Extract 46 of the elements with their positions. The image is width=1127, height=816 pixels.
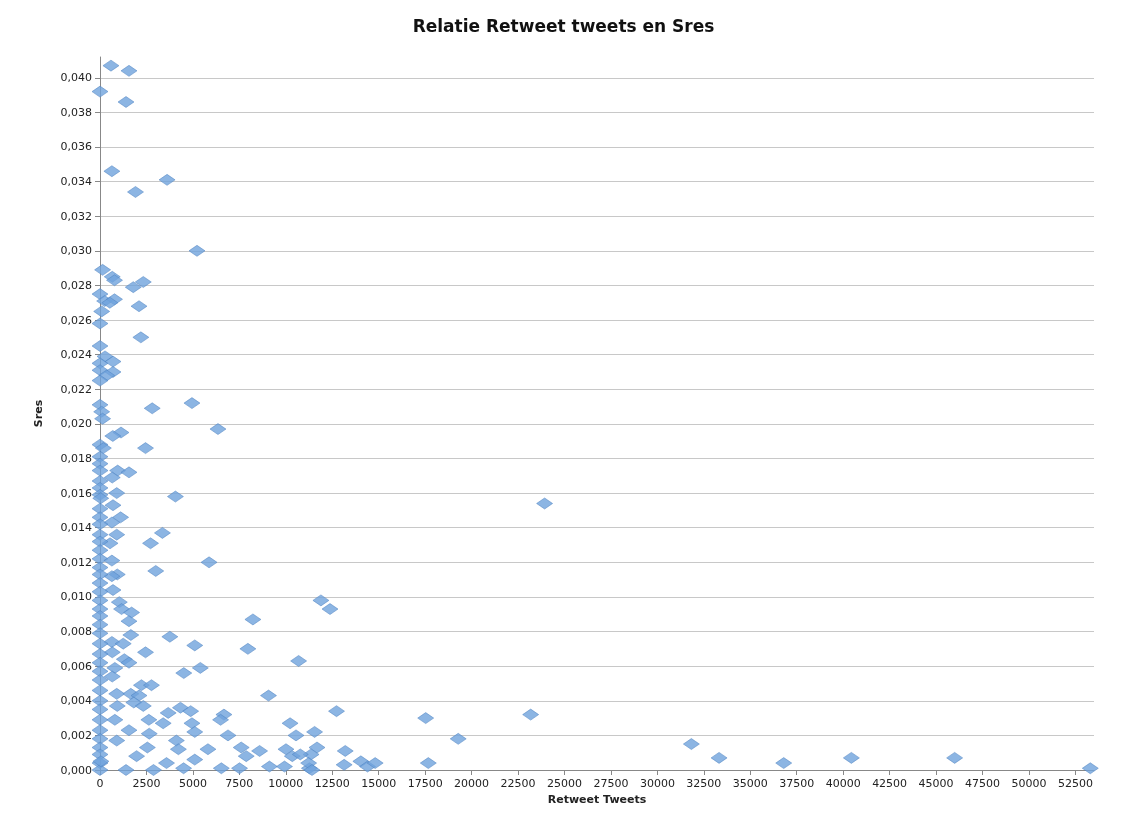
y-tick-label: 0,016: [60, 486, 92, 500]
x-tick-label: 45000: [918, 777, 954, 790]
x-tick-label: 17500: [407, 777, 443, 790]
x-tick-label: 37500: [779, 777, 815, 790]
y-tick-label: 0,002: [60, 728, 92, 742]
x-tick-label: 42500: [872, 777, 908, 790]
y-tick-label: 0,034: [60, 175, 92, 189]
chart-title: Relatie Retweet tweets en Sres: [412, 15, 715, 36]
y-axis-title: Sres: [32, 399, 45, 428]
x-tick-label: 35000: [732, 777, 768, 790]
y-tick-label: 0,028: [60, 278, 92, 292]
x-tick-label: 50000: [1011, 777, 1047, 790]
y-tick-label: 0,032: [60, 209, 92, 223]
x-tick-label: 30000: [639, 777, 675, 790]
x-tick-label: 12500: [314, 777, 350, 790]
y-tick-label: 0,022: [60, 382, 92, 396]
x-tick-label: 32500: [686, 777, 722, 790]
x-tick-label: 15000: [361, 777, 397, 790]
y-tick-label: 0,008: [60, 625, 92, 639]
x-tick-label: 27500: [593, 777, 629, 790]
x-tick-label: 2500: [132, 777, 161, 790]
x-axis-title: Retweet Tweets: [547, 793, 647, 806]
y-tick-label: 0,038: [60, 105, 92, 119]
y-tick-label: 0,018: [60, 452, 92, 465]
y-tick-label: 0,014: [60, 521, 92, 535]
y-tick-label: 0,020: [60, 417, 92, 431]
x-tick-label: 40000: [825, 777, 861, 790]
y-tick-label: 0,012: [60, 555, 92, 569]
y-tick-label: 0,024: [60, 348, 92, 362]
y-tick-label: 0,004: [60, 694, 92, 708]
x-tick-label: 25000: [546, 777, 582, 790]
x-tick-label: 52500: [1057, 777, 1093, 790]
x-tick-label: 47500: [965, 777, 1001, 790]
y-tick-label: 0,030: [60, 244, 92, 258]
y-tick-label: 0,010: [60, 590, 92, 604]
x-tick-label: 10000: [268, 777, 304, 790]
x-tick-label: 20000: [454, 777, 490, 790]
x-tick-label: 5000: [178, 777, 207, 790]
y-tick-label: 0,006: [60, 659, 92, 673]
x-tick-label: 0: [96, 777, 104, 790]
y-tick-label: 0,040: [60, 71, 92, 85]
x-tick-label: 22500: [500, 777, 536, 790]
y-tick-label: 0,000: [60, 763, 92, 777]
y-tick-label: 0,036: [60, 140, 92, 154]
x-tick-label: 7500: [225, 777, 254, 790]
y-tick-label: 0,026: [60, 313, 92, 327]
